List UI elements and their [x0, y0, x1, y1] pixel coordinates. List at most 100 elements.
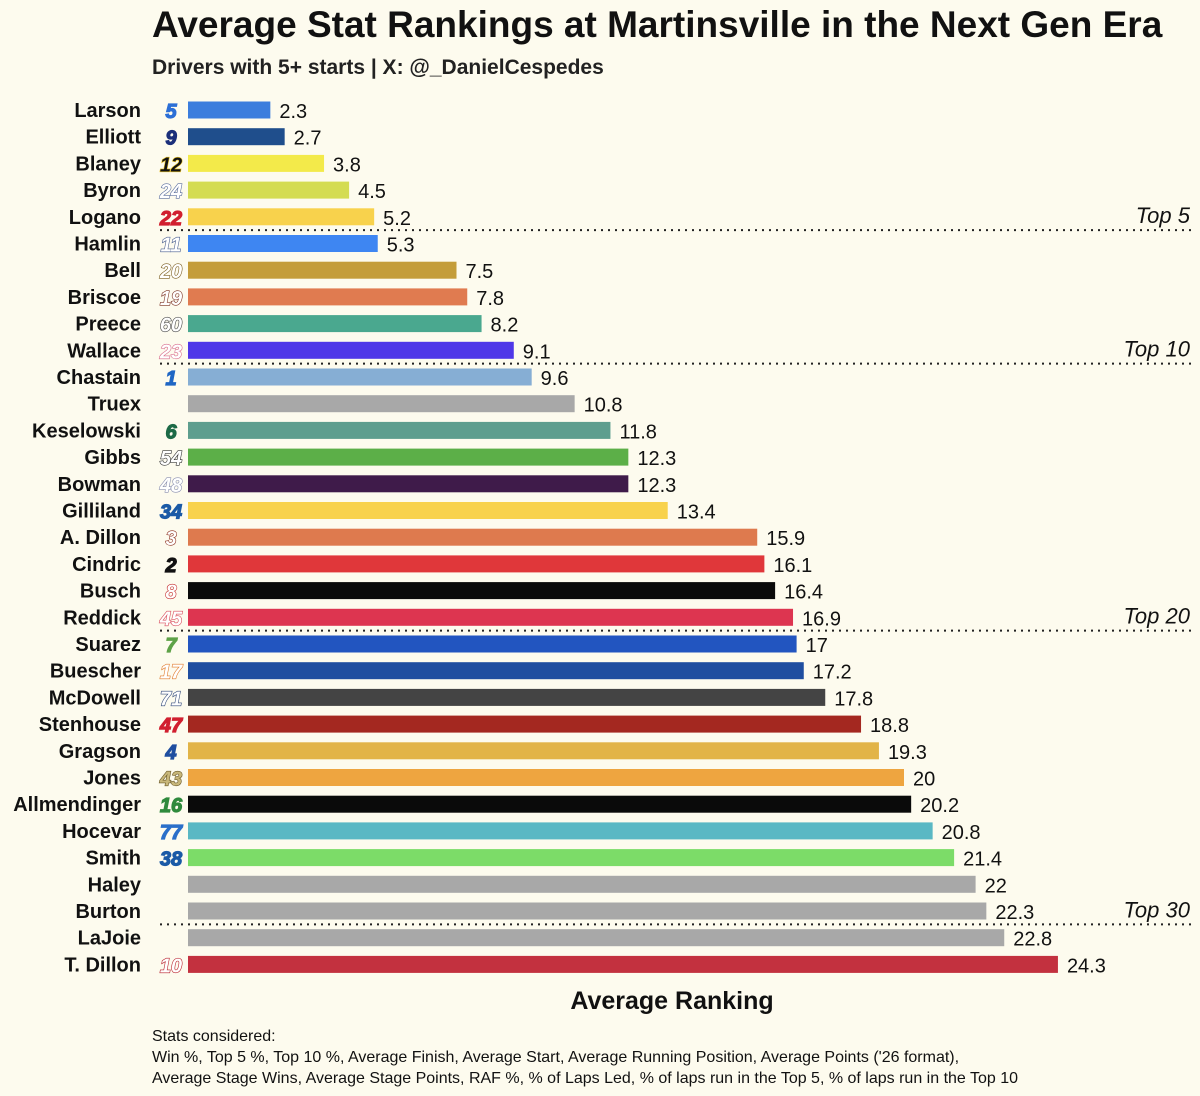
driver-label: LaJoie: [78, 928, 141, 950]
value-label: 17.2: [813, 662, 852, 684]
chart-subtitle: Drivers with 5+ starts | X: @_DanielCesp…: [152, 56, 604, 79]
car-number-icon: 22: [159, 208, 182, 230]
value-label: 7.5: [466, 261, 494, 283]
bar: [188, 715, 862, 733]
car-number-icon: 8: [165, 582, 177, 604]
car-number-icon: 47: [159, 715, 183, 737]
value-label: 21.4: [963, 849, 1002, 871]
bar: [188, 288, 468, 306]
value-label: 20.8: [942, 822, 981, 844]
value-label: 17: [806, 635, 828, 657]
bar: [188, 582, 776, 600]
value-label: 11.8: [619, 421, 656, 443]
bar: [188, 608, 794, 626]
bar: [188, 849, 955, 867]
car-number-icon: 34: [160, 502, 182, 524]
driver-label: Elliott: [85, 127, 141, 149]
driver-label: Gragson: [59, 741, 141, 763]
driver-label: Buescher: [50, 661, 141, 683]
driver-label: Keselowski: [32, 420, 141, 442]
driver-label: Preece: [75, 314, 141, 336]
bar: [188, 902, 987, 920]
driver-label: Smith: [85, 848, 141, 870]
bar: [188, 261, 457, 279]
car-number-icon: 60: [160, 315, 182, 337]
car-number-icon: 5: [165, 101, 177, 123]
bar: [188, 528, 758, 546]
x-axis-label: Average Ranking: [570, 987, 774, 1015]
bar: [188, 822, 933, 840]
car-number-icon: 77: [160, 822, 183, 844]
value-label: 9.6: [541, 368, 569, 390]
driver-label: Jones: [83, 768, 141, 790]
driver-label: Bell: [104, 260, 141, 282]
car-number-icon: 71: [160, 688, 182, 710]
group-label: Top 10: [1124, 337, 1191, 362]
bar: [188, 235, 378, 252]
bar: [188, 101, 271, 119]
bar: [188, 208, 375, 226]
car-number-icon: 24: [159, 181, 182, 203]
value-label: 19.3: [888, 742, 927, 764]
driver-label: Hocevar: [62, 821, 141, 843]
bar: [188, 421, 611, 439]
driver-label: Busch: [80, 581, 141, 603]
driver-label: Gilliland: [62, 501, 141, 523]
car-number-icon: 48: [159, 475, 183, 497]
driver-label: Wallace: [67, 340, 141, 362]
driver-label: Gibbs: [84, 447, 141, 469]
footer-line-1: Win %, Top 5 %, Top 10 %, Average Finish…: [152, 1049, 960, 1066]
value-label: 5.3: [387, 235, 415, 257]
driver-label: Allmendinger: [13, 794, 141, 816]
value-label: 10.8: [584, 395, 623, 417]
value-label: 16.4: [784, 582, 823, 604]
footer-heading: Stats considered:: [152, 1028, 276, 1045]
value-label: 15.9: [766, 528, 805, 550]
value-label: 5.2: [383, 208, 411, 230]
value-label: 17.8: [834, 688, 873, 710]
car-number-icon: 9: [165, 128, 177, 150]
bar: [188, 769, 904, 786]
bar: [188, 662, 804, 680]
value-label: 7.8: [476, 288, 504, 310]
car-number-icon: 54: [160, 448, 182, 470]
value-label: 13.4: [677, 502, 716, 524]
value-label: 8.2: [491, 315, 519, 337]
driver-label: Cindric: [72, 554, 141, 576]
value-label: 12.3: [637, 475, 676, 497]
value-label: 2.3: [279, 101, 307, 123]
car-number-icon: 3: [165, 528, 176, 550]
value-label: 9.1: [523, 341, 551, 363]
bar: [188, 128, 285, 146]
driver-label: Briscoe: [68, 287, 141, 309]
driver-label: Haley: [88, 874, 142, 896]
driver-label: Burton: [75, 901, 141, 923]
car-number-icon: 10: [160, 955, 182, 977]
bar: [188, 929, 1005, 947]
bar: [188, 555, 765, 573]
car-number-icon: 17: [160, 662, 183, 684]
bar: [188, 181, 350, 199]
bar: [188, 742, 879, 760]
driver-label: Stenhouse: [39, 714, 141, 736]
car-number-icon: 16: [160, 795, 183, 817]
bar: [188, 448, 629, 466]
driver-label: Truex: [88, 394, 141, 416]
group-label: Top 30: [1124, 897, 1191, 922]
value-label: 16.9: [802, 608, 841, 630]
driver-label: T. Dillon: [64, 954, 141, 976]
driver-label: A. Dillon: [60, 527, 141, 549]
bar: [188, 635, 797, 653]
car-number-icon: 20: [159, 261, 182, 283]
bar: [188, 395, 575, 413]
value-label: 22: [985, 875, 1007, 897]
car-number-icon: 4: [164, 742, 176, 764]
driver-label: Bowman: [58, 474, 141, 496]
chart-title: Average Stat Rankings at Martinsville in…: [152, 4, 1163, 45]
bar: [188, 315, 482, 333]
value-label: 24.3: [1067, 955, 1106, 977]
car-number-icon: 45: [159, 608, 183, 630]
bar: [188, 341, 514, 359]
group-label: Top 5: [1136, 203, 1191, 228]
driver-label: Chastain: [57, 367, 141, 389]
